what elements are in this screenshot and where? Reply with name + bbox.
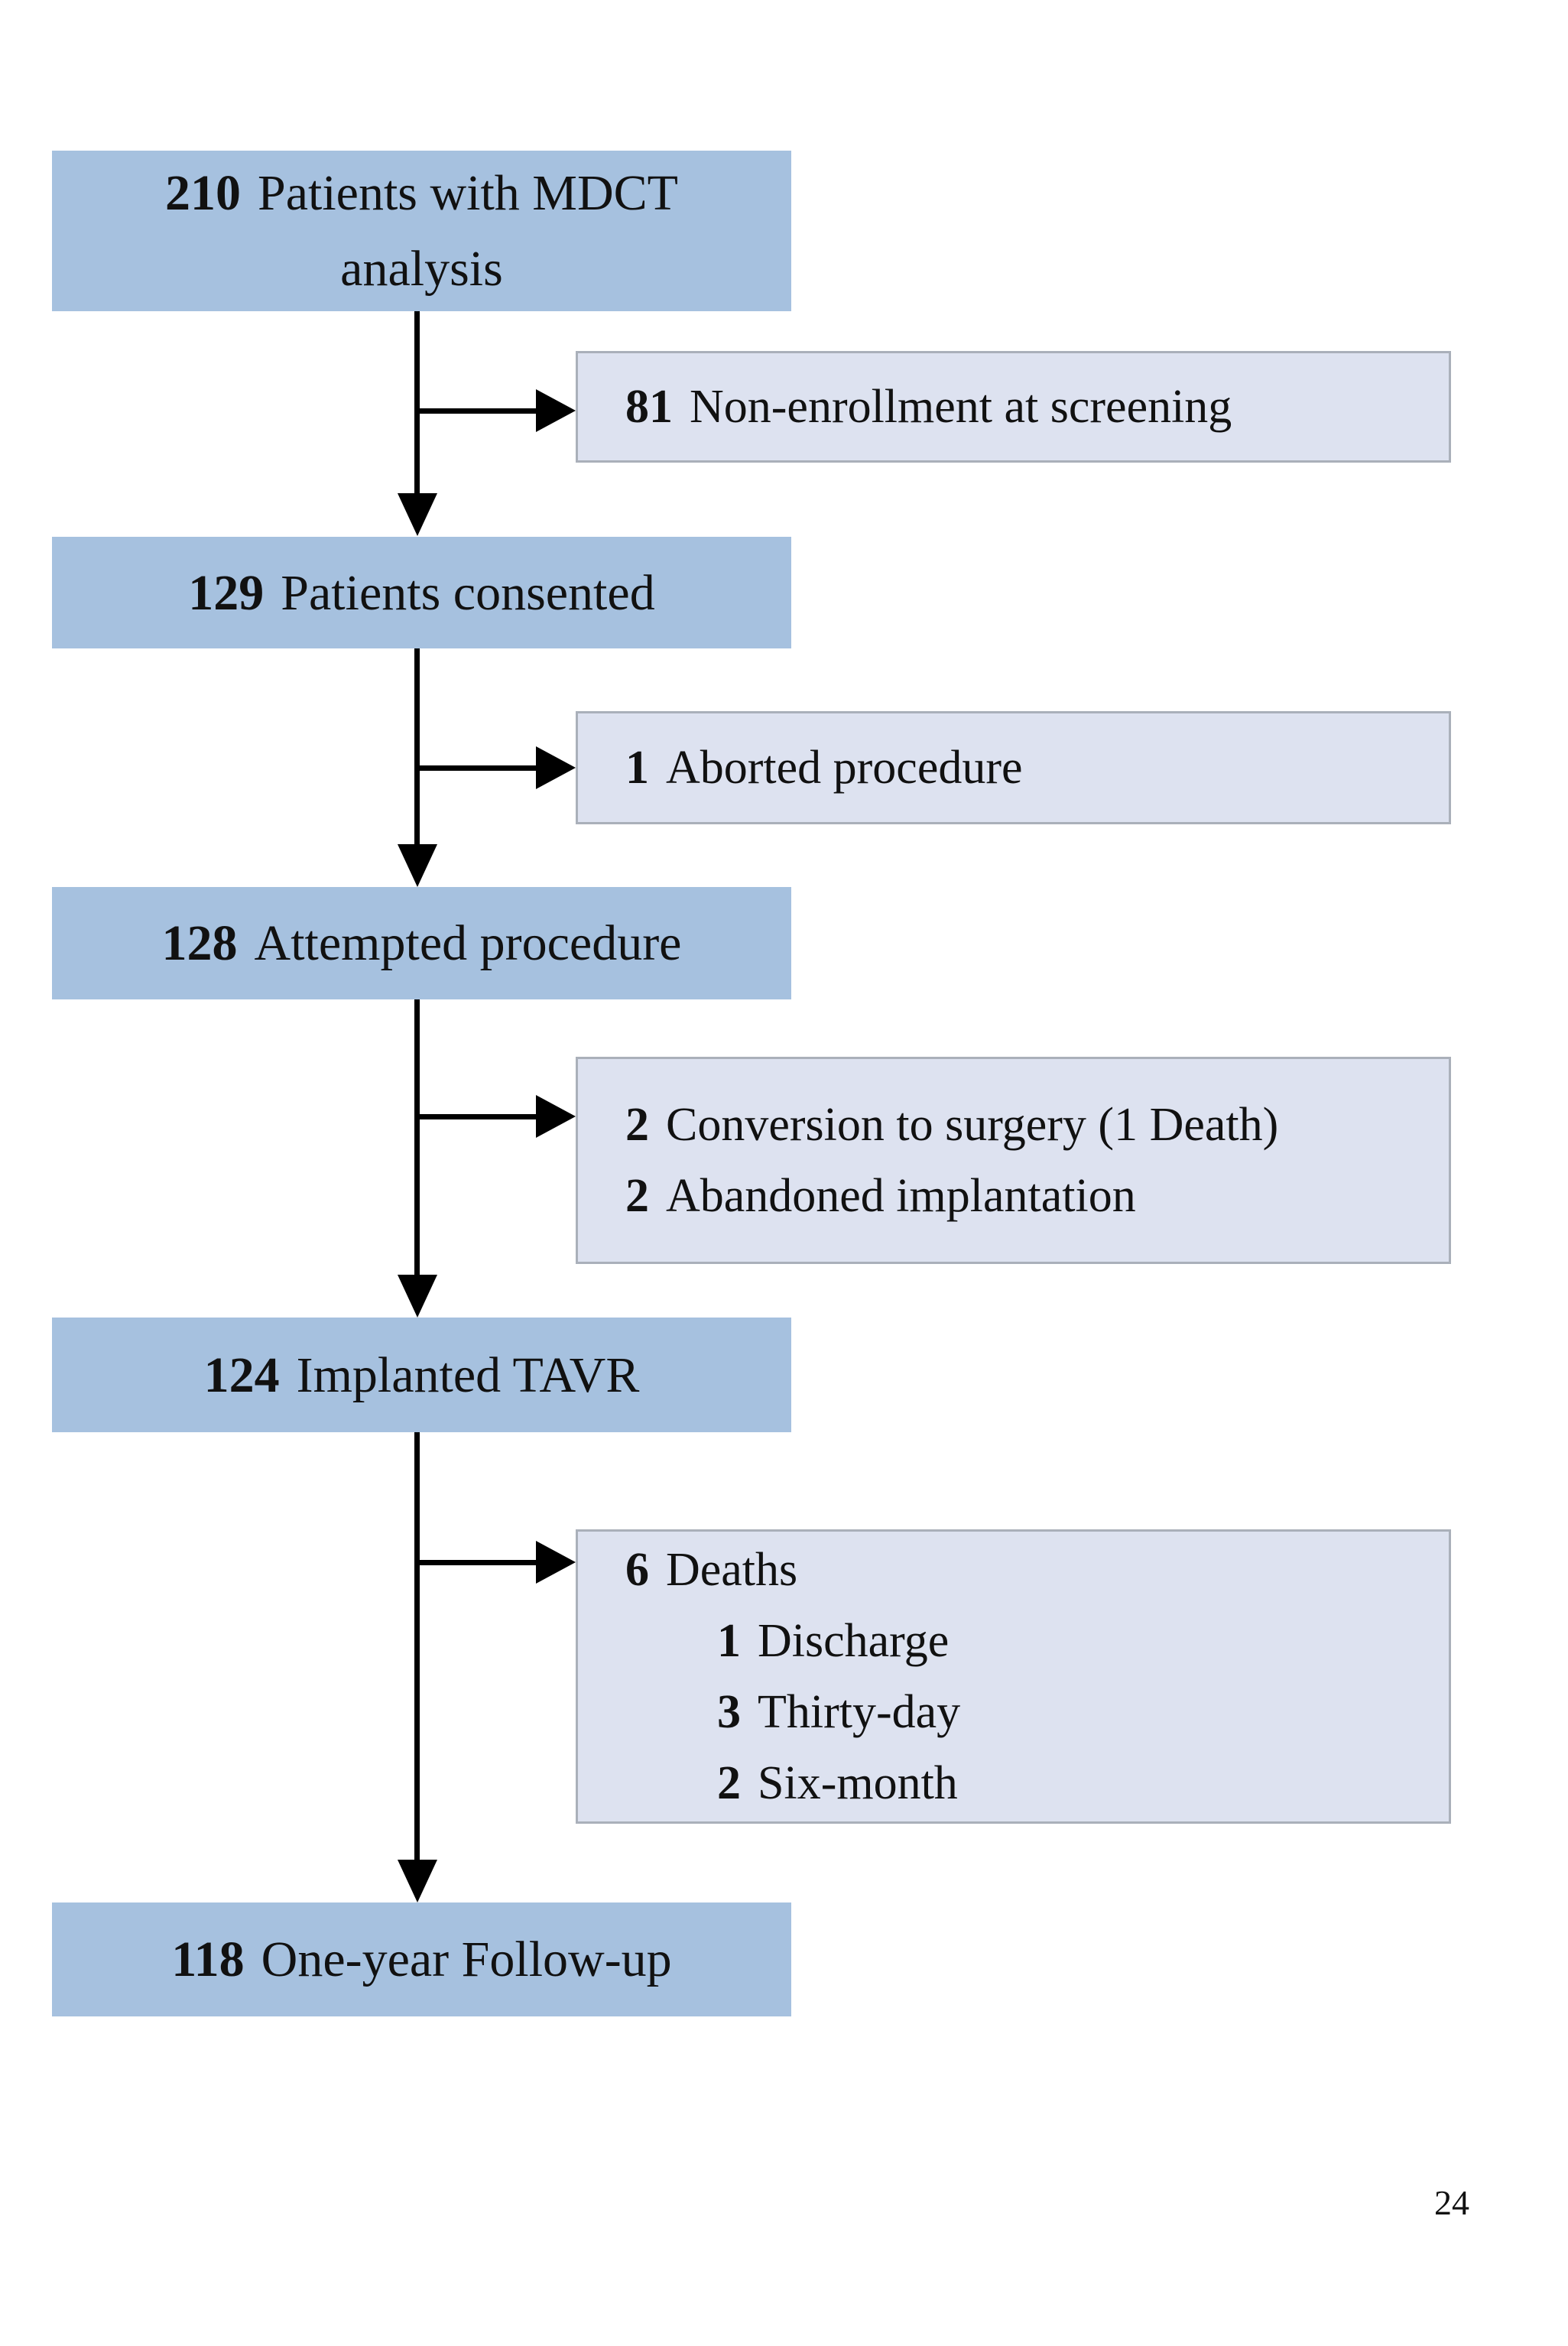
side-box-label: Thirty-day <box>758 1685 961 1738</box>
patient-count: 3 <box>717 1685 741 1738</box>
patient-count: 81 <box>625 380 673 433</box>
side-box-entry: 2 Abandoned implantation <box>625 1161 1449 1232</box>
flow-box-mdct-analysis: 210 Patients with MDCT analysis <box>52 151 791 311</box>
flow-box-label: Patients with MDCT analysis <box>257 165 678 297</box>
flow-box-label: Patients consented <box>281 564 655 621</box>
side-box-label: Non-enrollment at screening <box>690 380 1232 433</box>
patient-count: 2 <box>625 1098 649 1151</box>
arrow-right-icon <box>536 389 576 432</box>
flow-box-attempted-procedure: 128 Attempted procedure <box>52 887 791 999</box>
patient-count: 128 <box>161 915 238 971</box>
side-box-entry: 2 Six-month <box>625 1748 1449 1819</box>
arrow-down-icon <box>398 844 437 887</box>
patient-count: 6 <box>625 1543 649 1596</box>
side-box-label: Conversion to surgery (1 Death) <box>666 1098 1279 1151</box>
side-box-conversion-abandoned: 2 Conversion to surgery (1 Death) 2 Abando… <box>576 1057 1451 1264</box>
side-box-deaths: 6 Deaths 1 Discharge 3 Thirty-day 2 Six-mont… <box>576 1529 1451 1824</box>
side-box-label: Aborted procedure <box>666 741 1023 794</box>
patient-count: 129 <box>188 564 265 621</box>
side-box-entry: 3 Thirty-day <box>625 1677 1449 1748</box>
arrow-right-icon <box>536 1541 576 1584</box>
side-box-non-enrollment: 81 Non-enrollment at screening <box>576 351 1451 463</box>
arrow-down-icon <box>398 493 437 536</box>
side-box-entry: 6 Deaths <box>625 1535 1449 1606</box>
side-box-entry: 1 Discharge <box>625 1606 1449 1677</box>
side-box-entry: 2 Conversion to surgery (1 Death) <box>625 1090 1449 1161</box>
arrow-right-icon <box>536 746 576 789</box>
connector-line <box>414 648 420 844</box>
connector-line <box>414 1114 536 1119</box>
connector-line <box>414 999 420 1275</box>
arrow-down-icon <box>398 1275 437 1318</box>
flow-box-text: 128 Attempted procedure <box>83 905 761 981</box>
side-box-aborted-procedure: 1 Aborted procedure <box>576 711 1451 824</box>
side-box-label: Abandoned implantation <box>666 1169 1136 1222</box>
side-box-entry: 81 Non-enrollment at screening <box>625 372 1449 443</box>
arrow-down-icon <box>398 1860 437 1902</box>
patient-count: 1 <box>717 1614 741 1667</box>
patient-count: 1 <box>625 741 649 794</box>
arrow-right-icon <box>536 1095 576 1138</box>
flow-box-one-year-followup: 118 One-year Follow-up <box>52 1902 791 2016</box>
side-box-label: Deaths <box>666 1543 798 1596</box>
flow-box-label: Implanted TAVR <box>296 1347 640 1403</box>
side-box-label: Six-month <box>758 1756 958 1809</box>
flow-box-text: 118 One-year Follow-up <box>83 1922 761 1997</box>
patient-count: 2 <box>625 1169 649 1222</box>
connector-line <box>414 1432 420 1860</box>
side-box-entry: 1 Aborted procedure <box>625 733 1449 804</box>
side-box-label: Discharge <box>758 1614 950 1667</box>
flow-box-text: 129 Patients consented <box>83 555 761 631</box>
page-number: 24 <box>1434 2183 1469 2222</box>
flow-box-text: 210 Patients with MDCT analysis <box>83 155 761 307</box>
flow-box-implanted-tavr: 124 Implanted TAVR <box>52 1318 791 1432</box>
patient-count: 124 <box>203 1347 280 1403</box>
flow-box-consented: 129 Patients consented <box>52 537 791 648</box>
patient-count: 210 <box>164 165 241 221</box>
patient-count: 2 <box>717 1756 741 1809</box>
connector-line <box>414 311 420 493</box>
flow-box-text: 124 Implanted TAVR <box>83 1337 761 1413</box>
connector-line <box>414 765 536 771</box>
connector-line <box>414 408 536 414</box>
patient-count: 118 <box>171 1932 245 1987</box>
flow-box-label: Attempted procedure <box>254 915 682 971</box>
flow-box-label: One-year Follow-up <box>261 1932 672 1987</box>
connector-line <box>414 1560 536 1565</box>
